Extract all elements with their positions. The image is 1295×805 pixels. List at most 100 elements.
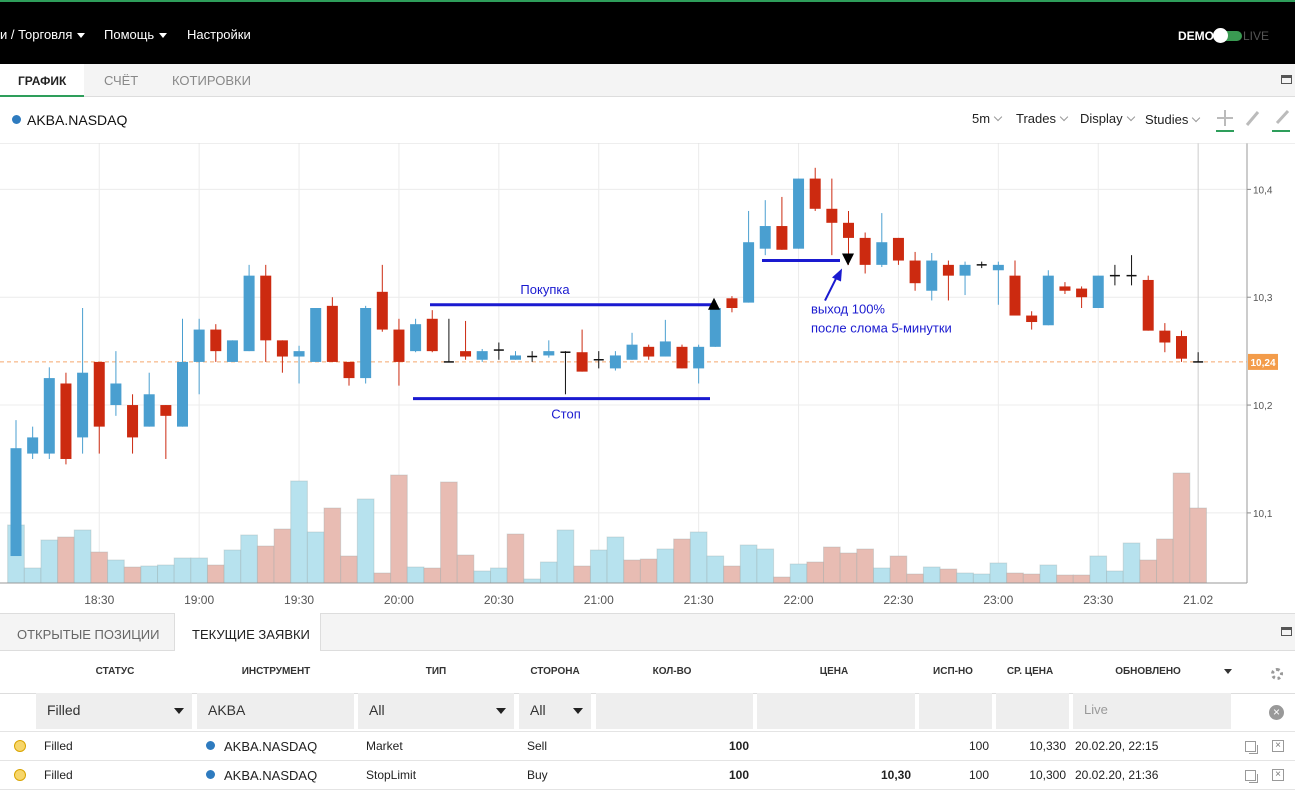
side-filter[interactable]: All — [519, 693, 591, 729]
volume-bar — [706, 555, 725, 584]
volume-bar — [90, 551, 109, 584]
column-header[interactable]: ИСП-НО — [933, 666, 973, 677]
volume-bar — [1072, 574, 1091, 584]
updated-filter[interactable]: Live — [1073, 693, 1231, 729]
candle-body — [626, 344, 638, 360]
volume-bar — [206, 564, 225, 584]
studies-menu[interactable]: Studies — [1145, 112, 1201, 127]
x-tick-label: 21:30 — [684, 593, 714, 607]
volume-bar — [523, 578, 541, 584]
volume-bar — [773, 576, 791, 584]
active-tab-bg — [174, 613, 321, 651]
candle-body — [743, 242, 755, 303]
brush-icon[interactable] — [1272, 109, 1290, 132]
candle-body — [826, 208, 838, 223]
column-header[interactable]: ТИП — [425, 666, 447, 677]
plot: 10,1 10,2 10,3 10,4 18:30 19:00 19:30 20:00 20:3… — [0, 143, 1295, 607]
tab[interactable]: ГРАФИК — [18, 74, 67, 88]
instrument-filter[interactable]: AKBA — [197, 693, 354, 729]
menu-trading[interactable]: и / Торговля — [0, 27, 86, 42]
maximize-icon[interactable] — [1281, 627, 1292, 636]
cell-filled: 100 — [968, 739, 989, 753]
volume-bar — [356, 498, 375, 584]
menu-settings[interactable]: Настройки — [187, 27, 251, 42]
x-tick-label: 19:00 — [184, 593, 214, 607]
volume-bar — [173, 557, 192, 584]
settings-icon[interactable] — [1271, 668, 1283, 680]
volume-bar — [939, 568, 958, 584]
copy-icon[interactable] — [1245, 741, 1256, 752]
candle-body — [10, 448, 22, 557]
column-header[interactable]: КОЛ-ВО — [652, 666, 692, 677]
clear-filters[interactable]: × — [1269, 705, 1284, 720]
volume-bar — [806, 561, 825, 584]
menu-help[interactable]: Помощь — [104, 27, 168, 42]
status-icon — [14, 740, 26, 752]
tool-label: Display — [1080, 111, 1123, 126]
column-header[interactable]: ЦЕНА — [819, 666, 849, 677]
tool-label: Studies — [1145, 112, 1189, 127]
mode-toggle[interactable] — [1214, 31, 1242, 41]
candle-body — [859, 237, 871, 265]
candle-body — [43, 378, 55, 454]
candle-body — [210, 329, 222, 352]
column-header[interactable]: СР. ЦЕНА — [1006, 666, 1054, 677]
tab[interactable]: ОТКРЫТЫЕ ПОЗИЦИИ — [17, 627, 160, 642]
tab[interactable]: КОТИРОВКИ — [172, 73, 251, 88]
volume-bar — [373, 572, 392, 584]
volume-bar — [1189, 507, 1207, 584]
row-divider — [0, 731, 1295, 732]
annotation-label: Покупка — [520, 282, 570, 297]
volume-bar — [1122, 542, 1141, 584]
copy-icon[interactable] — [1245, 770, 1256, 781]
candle-body — [426, 318, 438, 352]
candle-body — [226, 340, 238, 362]
volume-bar — [723, 565, 741, 584]
avg-filter[interactable] — [996, 693, 1069, 729]
candle-body — [260, 275, 272, 341]
volume-bar — [390, 474, 408, 584]
trades-menu[interactable]: Trades — [1016, 111, 1069, 126]
timeframe[interactable]: 5m — [972, 111, 1003, 126]
volume-bar — [1006, 572, 1024, 584]
candle-body — [1059, 286, 1071, 291]
y-tick-label: 10,3 — [1253, 293, 1273, 304]
x-tick-label: 21.02 — [1183, 593, 1213, 607]
display-menu[interactable]: Display — [1080, 111, 1135, 126]
tab[interactable]: СЧЁТ — [104, 73, 139, 88]
cell-side: Buy — [527, 768, 548, 782]
price-filter[interactable] — [757, 693, 915, 729]
filter-value: All — [369, 702, 385, 718]
column-header[interactable]: ИНСТРУМЕНТ — [241, 666, 311, 677]
cancel-icon[interactable]: × — [1272, 769, 1284, 781]
crosshair-icon[interactable] — [1216, 110, 1234, 132]
menu-label: Помощь — [104, 27, 155, 42]
sort-caret[interactable] — [1224, 669, 1232, 674]
maximize-icon[interactable] — [1281, 75, 1292, 84]
row-divider — [0, 789, 1295, 790]
qty-filter[interactable] — [596, 693, 753, 729]
column-header[interactable]: ОБНОВЛЕНО — [1115, 666, 1181, 677]
column-header[interactable]: СТОРОНА — [530, 666, 580, 677]
volume-bar — [1089, 555, 1108, 584]
filled-filter[interactable] — [919, 693, 992, 729]
candle-body — [909, 260, 921, 284]
column-header[interactable]: СТАТУС — [95, 666, 135, 677]
volume-bar — [639, 558, 658, 584]
cancel-icon[interactable]: × — [1272, 740, 1284, 752]
volume-bar — [40, 539, 59, 584]
pencil-icon[interactable] — [1245, 111, 1260, 126]
symbol[interactable]: AKBA.NASDAQ — [27, 112, 128, 128]
candle-body — [110, 383, 122, 406]
volume-bar — [1056, 574, 1074, 584]
status-filter[interactable]: Filled — [36, 693, 192, 729]
candle-body — [643, 346, 655, 357]
candle-body — [376, 291, 388, 330]
type-filter[interactable]: All — [358, 693, 514, 729]
tab[interactable]: ТЕКУЩИЕ ЗАЯВКИ — [192, 627, 310, 642]
y-tick-label: 10,1 — [1253, 509, 1273, 520]
volume-bar — [157, 564, 175, 584]
candle-body — [360, 308, 372, 379]
volume-bar — [573, 565, 591, 584]
